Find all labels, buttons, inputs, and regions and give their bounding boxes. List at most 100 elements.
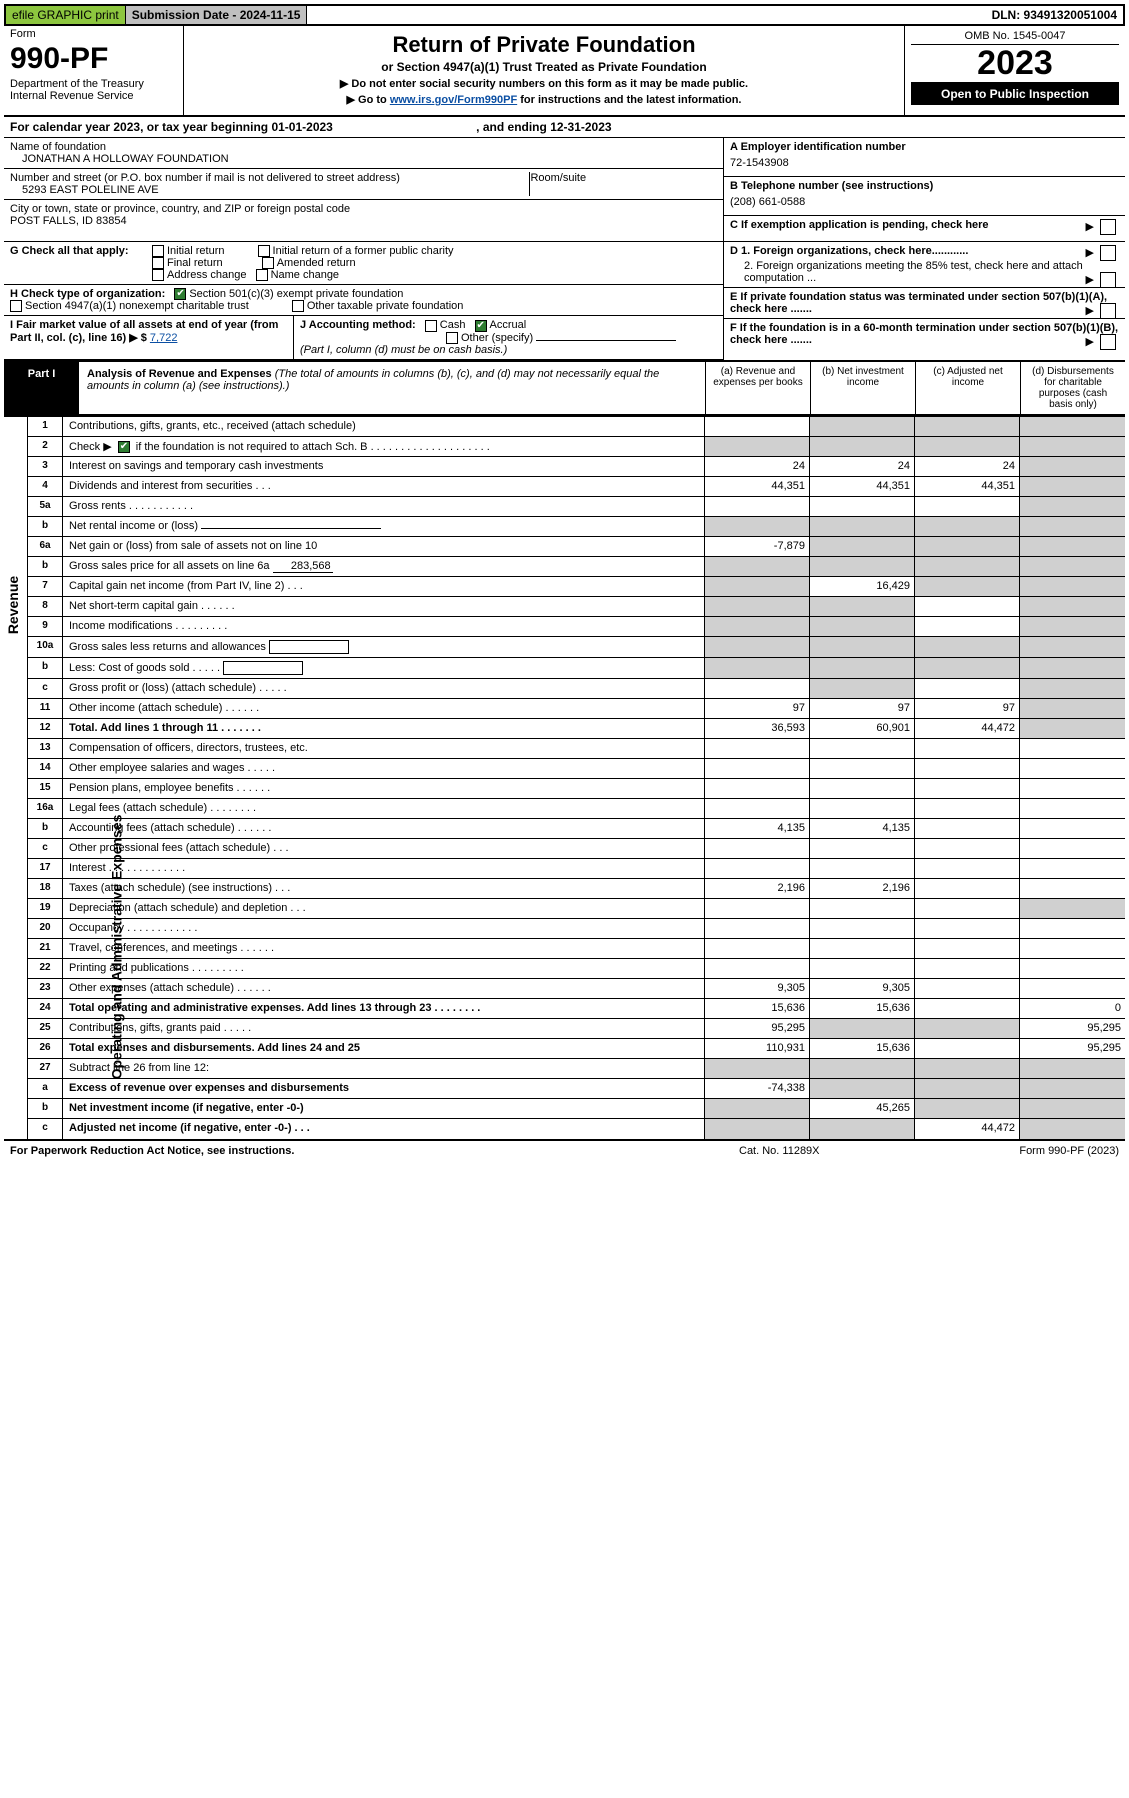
l24-a: 15,636 — [705, 999, 810, 1018]
omb-number: OMB No. 1545-0047 — [911, 28, 1119, 45]
col-a-header: (a) Revenue and expenses per books — [705, 362, 810, 414]
expenses-text: Operating and Administrative Expenses — [108, 814, 124, 1079]
l6b-box: 283,568 — [273, 560, 333, 573]
g-final-checkbox[interactable] — [152, 257, 164, 269]
d1-label: D 1. Foreign organizations, check here..… — [730, 245, 968, 257]
ln: 7 — [28, 577, 63, 596]
dept-irs: Internal Revenue Service — [10, 90, 177, 102]
i-value-link[interactable]: 7,722 — [150, 332, 178, 344]
d2-label: 2. Foreign organizations meeting the 85%… — [730, 260, 1119, 284]
l23-desc: Other expenses (attach schedule) . . . .… — [63, 979, 705, 998]
l14-desc: Other employee salaries and wages . . . … — [63, 759, 705, 778]
ein-value: 72-1543908 — [730, 153, 1119, 173]
l11-desc: Other income (attach schedule) . . . . .… — [63, 699, 705, 718]
cal-begin: 01-01-2023 — [271, 120, 332, 134]
d1-checkbox[interactable] — [1100, 245, 1116, 261]
l25-d: 95,295 — [1020, 1019, 1125, 1038]
ij-row: I Fair market value of all assets at end… — [4, 316, 723, 359]
ln: c — [28, 679, 63, 698]
j-label: J Accounting method: — [300, 319, 416, 331]
l27-desc: Subtract line 26 from line 12: — [63, 1059, 705, 1078]
l18-a: 2,196 — [705, 879, 810, 898]
l5b-txt: Net rental income or (loss) — [69, 520, 198, 532]
ln: 16a — [28, 799, 63, 818]
checks-left: G Check all that apply: Initial return I… — [4, 242, 724, 360]
l26-d: 95,295 — [1020, 1039, 1125, 1058]
l16c-desc: Other professional fees (attach schedule… — [63, 839, 705, 858]
header-center: Return of Private Foundation or Section … — [184, 26, 905, 115]
l10b-box — [223, 661, 303, 675]
ln: 4 — [28, 477, 63, 496]
l10a-desc: Gross sales less returns and allowances — [63, 637, 705, 657]
h-row: H Check type of organization: Section 50… — [4, 285, 723, 316]
ln: 1 — [28, 417, 63, 436]
l2-desc: Check ▶ if the foundation is not require… — [63, 437, 705, 456]
l2-checkbox[interactable] — [118, 441, 130, 453]
checks-right: D 1. Foreign organizations, check here..… — [724, 242, 1125, 360]
ln: 23 — [28, 979, 63, 998]
h-501c3-checkbox[interactable] — [174, 288, 186, 300]
g-address-checkbox[interactable] — [152, 269, 164, 281]
l16b-a: 4,135 — [705, 819, 810, 838]
ln: 8 — [28, 597, 63, 616]
page-footer: For Paperwork Reduction Act Notice, see … — [4, 1139, 1125, 1161]
ln: 25 — [28, 1019, 63, 1038]
ln: 26 — [28, 1039, 63, 1058]
footer-formno: Form 990-PF (2023) — [939, 1145, 1119, 1157]
h-label: H Check type of organization: — [10, 288, 165, 300]
ein-cell: A Employer identification number 72-1543… — [724, 138, 1125, 177]
ln: 18 — [28, 879, 63, 898]
irs-link[interactable]: www.irs.gov/Form990PF — [390, 94, 517, 106]
ln: b — [28, 819, 63, 838]
col-d-header: (d) Disbursements for charitable purpose… — [1020, 362, 1125, 414]
l6a-a: -7,879 — [705, 537, 810, 556]
g-former-checkbox[interactable] — [258, 245, 270, 257]
l16a-desc: Legal fees (attach schedule) . . . . . .… — [63, 799, 705, 818]
j-cash-checkbox[interactable] — [425, 320, 437, 332]
form-number: 990-PF — [10, 42, 177, 76]
l11-c: 97 — [915, 699, 1020, 718]
ln: 2 — [28, 437, 63, 456]
l1-desc: Contributions, gifts, grants, etc., rece… — [63, 417, 705, 436]
col-c-header: (c) Adjusted net income — [915, 362, 1020, 414]
e-row: E If private foundation status was termi… — [724, 288, 1125, 319]
c-cell: C If exemption application is pending, c… — [724, 216, 1125, 234]
ln: 20 — [28, 919, 63, 938]
g-amended-checkbox[interactable] — [262, 257, 274, 269]
efile-text: efile GRAPHIC print — [12, 8, 119, 22]
c-label: C If exemption application is pending, c… — [730, 219, 989, 231]
g-initial-checkbox[interactable] — [152, 245, 164, 257]
l25-a: 95,295 — [705, 1019, 810, 1038]
d2-checkbox[interactable] — [1100, 272, 1116, 288]
f-checkbox[interactable] — [1100, 334, 1116, 350]
l6b-desc: Gross sales price for all assets on line… — [63, 557, 705, 576]
l4-c: 44,351 — [915, 477, 1020, 496]
h-4947-checkbox[interactable] — [10, 300, 22, 312]
e-label: E If private foundation status was termi… — [730, 291, 1107, 315]
e-checkbox[interactable] — [1100, 303, 1116, 319]
part1-header: Part I Analysis of Revenue and Expenses … — [4, 360, 1125, 416]
top-bar: efile GRAPHIC print Submission Date - 20… — [4, 4, 1125, 26]
l10c-desc: Gross profit or (loss) (attach schedule)… — [63, 679, 705, 698]
g-opt1: Initial return — [167, 245, 224, 257]
part1-label: Part I — [4, 362, 79, 414]
room-label: Room/suite — [530, 172, 717, 184]
ln: 24 — [28, 999, 63, 1018]
l12-c: 44,472 — [915, 719, 1020, 738]
identity-block: Name of foundation JONATHAN A HOLLOWAY F… — [4, 138, 1125, 242]
dln: DLN: 93491320051004 — [986, 6, 1123, 24]
ln: 3 — [28, 457, 63, 476]
ln: 17 — [28, 859, 63, 878]
d-row: D 1. Foreign organizations, check here..… — [724, 242, 1125, 288]
j-other-checkbox[interactable] — [446, 332, 458, 344]
h-other-checkbox[interactable] — [292, 300, 304, 312]
g-name-checkbox[interactable] — [256, 269, 268, 281]
ln: b — [28, 1099, 63, 1118]
j-accrual-checkbox[interactable] — [475, 320, 487, 332]
c-checkbox[interactable] — [1100, 219, 1116, 235]
l5b-inline-box — [201, 528, 381, 529]
l17-desc: Interest . . . . . . . . . . . . . — [63, 859, 705, 878]
footer-catno: Cat. No. 11289X — [739, 1145, 939, 1157]
g-row: G Check all that apply: Initial return I… — [4, 242, 723, 285]
note2-pre: ▶ Go to — [347, 94, 390, 106]
